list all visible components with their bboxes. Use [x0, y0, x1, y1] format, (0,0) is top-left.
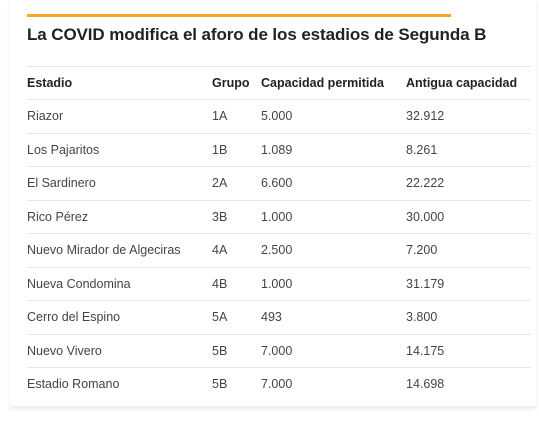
table-row: El Sardinero 2A 6.600 22.222 — [27, 166, 531, 201]
cell-estadio: Rico Pérez — [27, 200, 212, 234]
cell-capacidad-permitida: 1.089 — [261, 133, 406, 167]
cell-estadio: El Sardinero — [27, 166, 212, 201]
cell-capacidad-permitida: 493 — [261, 300, 406, 335]
cell-estadio: Los Pajaritos — [27, 133, 212, 167]
cell-estadio: Estadio Romano — [27, 377, 120, 392]
header-capacidad-permitida: Capacidad permitida — [261, 66, 406, 100]
cell-estadio: Nuevo Vivero — [27, 334, 212, 368]
table-row: Estadio Romano 5B 7.000 14.698 — [27, 368, 531, 401]
header-estadio: Estadio — [27, 66, 212, 100]
cell-grupo: 5B — [212, 334, 261, 368]
cell-capacidad-permitida: 2.500 — [261, 233, 406, 268]
cell-antigua-capacidad: 14.175 — [406, 334, 531, 368]
cell-antigua-capacidad: 3.800 — [406, 300, 531, 335]
header-antigua-capacidad: Antigua capacidad — [406, 66, 531, 100]
cell-grupo: 4B — [212, 267, 261, 301]
cell-grupo: 5A — [212, 300, 261, 335]
table-row: Nueva Condomina 4B 1.000 31.179 — [27, 267, 531, 301]
cell-grupo: 2A — [212, 166, 261, 201]
cell-antigua-capacidad: 31.179 — [406, 267, 531, 301]
cell-grupo: 5B — [212, 377, 228, 392]
table-row: Nuevo Mirador de Algeciras 4A 2.500 7.200 — [27, 233, 531, 268]
table-row: Rico Pérez 3B 1.000 30.000 — [27, 200, 531, 234]
cell-capacidad-permitida: 6.600 — [261, 166, 406, 201]
table-header: Estadio Grupo Capacidad permitida Antigu… — [27, 66, 531, 100]
table-title: La COVID modifica el aforo de los estadi… — [27, 25, 487, 44]
cell-capacidad-permitida: 5.000 — [261, 99, 406, 134]
cell-grupo: 1B — [212, 133, 261, 167]
cell-antigua-capacidad: 7.200 — [406, 233, 531, 268]
cell-antigua-capacidad: 30.000 — [406, 200, 531, 234]
cell-capacidad-permitida: 1.000 — [261, 200, 406, 234]
cell-capacidad-permitida: 7.000 — [261, 377, 293, 392]
header-grupo: Grupo — [212, 66, 261, 100]
table-row: Riazor 1A 5.000 32.912 — [27, 99, 531, 134]
table-card: La COVID modifica el aforo de los estadi… — [10, 0, 536, 407]
cell-capacidad-permitida: 1.000 — [261, 267, 406, 301]
cell-grupo: 1A — [212, 99, 261, 134]
table-row: Los Pajaritos 1B 1.089 8.261 — [27, 133, 531, 167]
cell-estadio: Cerro del Espino — [27, 300, 212, 335]
cell-estadio: Nueva Condomina — [27, 267, 212, 301]
cell-antigua-capacidad: 14.698 — [406, 377, 445, 392]
cell-antigua-capacidad: 22.222 — [406, 166, 531, 201]
stadium-capacity-table: Estadio Grupo Capacidad permitida Antigu… — [27, 66, 531, 401]
accent-bar — [27, 14, 451, 17]
table-row: Cerro del Espino 5A 493 3.800 — [27, 300, 531, 335]
cell-grupo: 4A — [212, 233, 261, 268]
cell-grupo: 3B — [212, 200, 261, 234]
table-row: Nuevo Vivero 5B 7.000 14.175 — [27, 334, 531, 368]
cell-capacidad-permitida: 7.000 — [261, 334, 406, 368]
cell-antigua-capacidad: 32.912 — [406, 99, 531, 134]
cell-estadio: Riazor — [27, 99, 212, 134]
table-body: Riazor 1A 5.000 32.912 Los Pajaritos 1B 1.089 8… — [27, 99, 531, 401]
cell-antigua-capacidad: 8.261 — [406, 133, 531, 167]
cell-estadio: Nuevo Mirador de Algeciras — [27, 233, 212, 268]
header-row: Estadio Grupo Capacidad permitida Antigu… — [27, 66, 531, 100]
